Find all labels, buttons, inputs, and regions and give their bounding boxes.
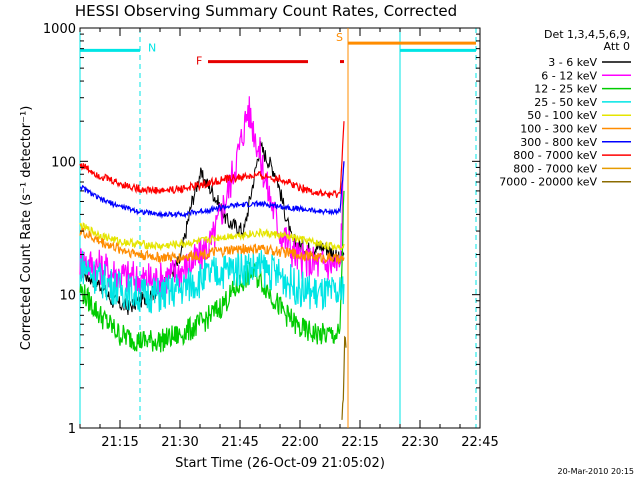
x-tick-label: 21:15 (101, 435, 138, 450)
series-line (79, 141, 345, 316)
series-line (79, 222, 345, 252)
x-axis-label: Start Time (26-Oct-09 21:05:02) (175, 456, 385, 471)
legend-label: 800 - 7000 keV (513, 149, 597, 162)
legend-label: 7000 - 20000 keV (499, 176, 597, 189)
series-line (79, 161, 345, 220)
y-tick-label: 10 (59, 289, 76, 304)
legend-header-line-2: Att 0 (604, 40, 630, 53)
y-tick-label: 1 (68, 422, 76, 437)
legend-header-line-1: Det 1,3,4,5,6,9, (544, 28, 630, 41)
series-lines (79, 96, 347, 420)
y-axis-label: Corrected Count Rate (s⁻¹ detector⁻¹) (19, 106, 34, 351)
legend-label: 300 - 800 keV (520, 136, 597, 149)
legend-label: 25 - 50 keV (534, 96, 597, 109)
y-tick-label: 1000 (43, 22, 76, 37)
x-tick-label: 22:45 (461, 435, 498, 450)
axis-ticks: 21:15 21:30 21:45 22:00 22:15 22:30 22:45 1 10 10… (43, 22, 499, 450)
night-marker-label: N (148, 41, 156, 54)
series-line (79, 249, 345, 314)
legend-label: 12 - 25 keV (534, 83, 597, 96)
series-line (79, 227, 345, 265)
legend-label: 6 - 12 keV (541, 69, 597, 82)
legend-label: 50 - 100 keV (527, 109, 597, 122)
series-line (79, 190, 345, 353)
legend-label: 3 - 6 keV (548, 56, 597, 69)
series-line (79, 96, 345, 298)
legend-label: 800 - 7000 keV (513, 162, 597, 175)
series-line (341, 335, 347, 420)
x-tick-label: 22:30 (401, 435, 438, 450)
x-tick-label: 22:00 (281, 435, 318, 450)
chart-title: HESSI Observing Summary Count Rates, Cor… (75, 2, 457, 20)
series-line (79, 121, 345, 199)
x-tick-label: 22:15 (341, 435, 378, 450)
flare-marker-label: F (196, 55, 202, 68)
x-tick-label: 21:30 (161, 435, 198, 450)
x-tick-label: 21:45 (221, 435, 258, 450)
observing-markers: N F S (79, 28, 477, 428)
footer-stamp: 20-Mar-2010 20:15 (558, 467, 635, 476)
y-tick-label: 100 (51, 155, 76, 170)
legend-label: 100 - 300 keV (520, 123, 597, 136)
saa-marker-label: S (336, 31, 343, 44)
